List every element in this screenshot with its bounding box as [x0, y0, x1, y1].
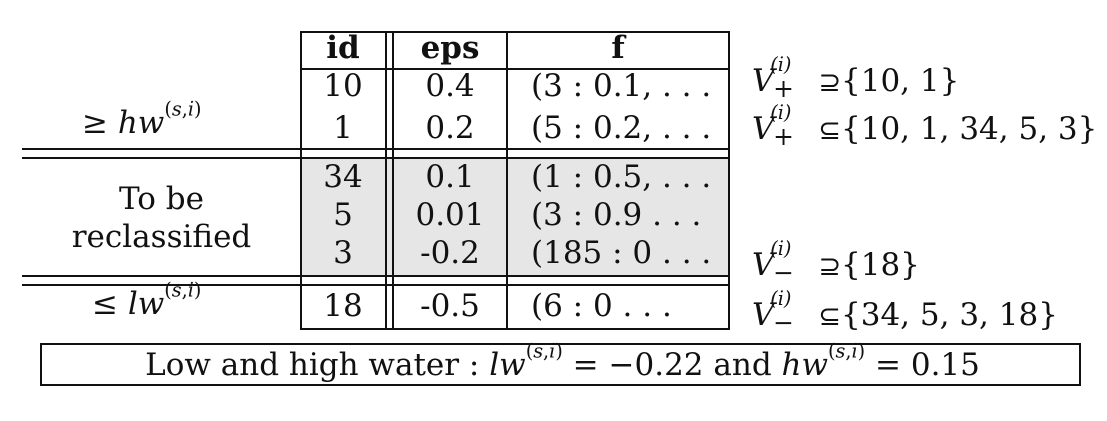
cell-id: 5 [333, 197, 353, 233]
cell-f: (6 : 0 . . . [531, 288, 672, 324]
header-eps: eps [420, 30, 480, 66]
group-label-reclassify-line2: reclassified [71, 219, 252, 255]
v-minus-superset-set: {18} [841, 247, 920, 283]
annotation-v-minus-superset: V (i) − ⊇{18} [752, 236, 920, 287]
cell-eps: 0.2 [425, 110, 475, 146]
annotation-v-plus-superset: V (i) + ⊇{10, 1} [752, 52, 960, 103]
v-minus-subset-set: {34, 5, 3, 18} [841, 297, 1058, 333]
group-label-low: ≤ lw(s,i) [92, 278, 202, 322]
cell-f: (5 : 0.2, . . . [531, 110, 712, 146]
high-group-rule-2 [22, 157, 729, 159]
header-id: id [326, 30, 360, 66]
v-plus-superset-set: {10, 1} [841, 63, 960, 99]
caption-box [40, 343, 1081, 386]
high-group-rule-1 [22, 148, 729, 150]
col-id-eps-border-a [385, 31, 387, 330]
cell-f: (1 : 0.5, . . . [531, 159, 712, 195]
group-label-reclassify-line1: To be [119, 181, 204, 217]
cell-f: (185 : 0 . . . [531, 235, 712, 271]
reclassify-rule-2 [22, 284, 729, 286]
group-label-high: ≥ hw(s,i) [82, 97, 202, 141]
table-bottom-rule [301, 328, 729, 330]
col-right-border [728, 31, 730, 330]
cell-eps: 0.4 [425, 68, 475, 104]
col-eps-f-border [506, 31, 508, 330]
cell-id: 18 [323, 288, 363, 324]
table-top-rule [301, 31, 729, 33]
col-id-eps-border-b [392, 31, 394, 330]
reclassify-rule-1 [22, 275, 729, 277]
annotation-v-plus-subset: V (i) + ⊆{10, 1, 34, 5, 3} [752, 100, 1098, 151]
caption-lw-value: −0.22 [608, 347, 704, 383]
cell-f: (3 : 0.1, . . . [531, 68, 712, 104]
caption-text: Low and high water : lw(s,i) = −0.22 and… [145, 339, 980, 383]
caption-hw-value: 0.15 [910, 347, 980, 383]
cell-f: (3 : 0.9 . . . [531, 197, 702, 233]
cell-id: 34 [323, 159, 363, 195]
cell-eps: -0.5 [420, 288, 480, 324]
reclassify-shade [301, 159, 729, 275]
header-f: f [611, 30, 625, 66]
cell-eps: -0.2 [420, 235, 480, 271]
cell-eps: 0.01 [415, 197, 485, 233]
cell-eps: 0.1 [425, 159, 475, 195]
caption-connector: and [713, 347, 772, 383]
col-left-border [300, 31, 302, 330]
header-rule [301, 68, 729, 70]
caption-prefix: Low and high water : [145, 347, 480, 383]
annotation-v-minus-subset: V (i) − ⊆{34, 5, 3, 18} [752, 286, 1058, 337]
cell-id: 3 [333, 235, 353, 271]
v-plus-subset-set: {10, 1, 34, 5, 3} [841, 111, 1098, 147]
cell-id: 10 [323, 68, 363, 104]
cell-id: 1 [333, 110, 353, 146]
